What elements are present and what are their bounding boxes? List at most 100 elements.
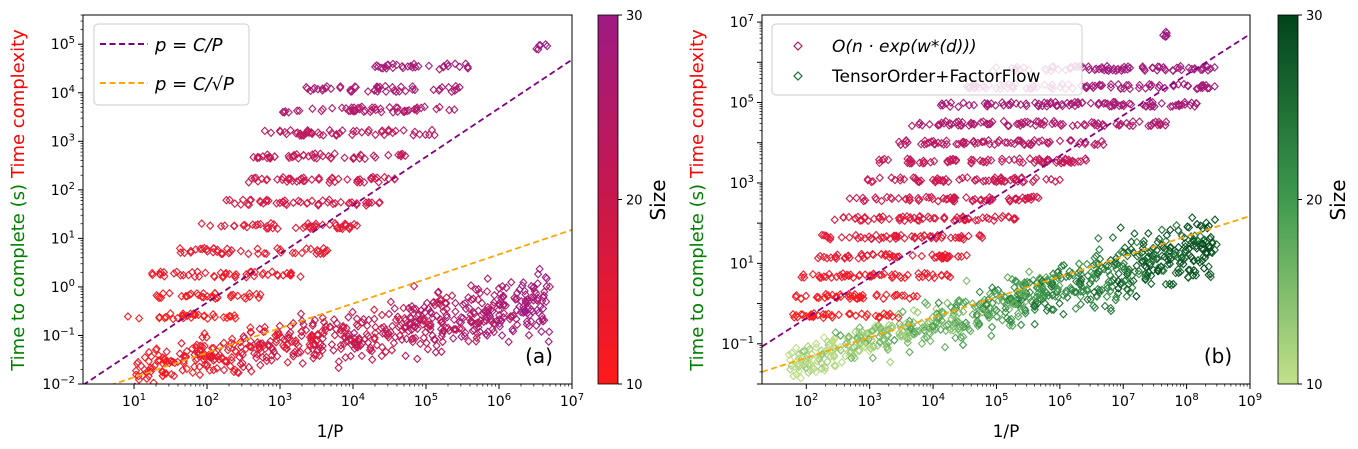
- panel-b-label: (b): [1204, 344, 1232, 368]
- green-data-point: [413, 318, 422, 328]
- panel-a-colorbar-label: Size: [646, 179, 670, 220]
- green-data-point: [928, 326, 937, 335]
- green-data-point: [796, 373, 805, 383]
- green-data-point: [430, 300, 439, 310]
- green-data-point: [207, 350, 216, 359]
- complexity-data-point: [1017, 118, 1026, 128]
- panel-a-colorbar-ticks: 10 20 30: [618, 9, 643, 393]
- green-data-point: [336, 329, 345, 339]
- green-data-point: [1031, 298, 1040, 308]
- green-data-point: [1102, 292, 1112, 302]
- green-data-point: [432, 341, 441, 351]
- complexity-data-point: [199, 288, 208, 298]
- green-data-point: [928, 321, 937, 331]
- complexity-data-point: [541, 39, 550, 49]
- complexity-data-point: [245, 195, 255, 205]
- complexity-data-point: [867, 271, 876, 281]
- green-data-point: [1177, 258, 1186, 267]
- green-data-point: [1043, 276, 1052, 286]
- complexity-data-point: [294, 196, 303, 206]
- complexity-data-point: [1048, 119, 1057, 129]
- green-data-point: [246, 327, 255, 337]
- complexity-data-point: [341, 220, 350, 230]
- complexity-data-point: [1210, 62, 1219, 72]
- green-data-point: [1094, 233, 1103, 243]
- green-data-point: [1047, 282, 1056, 292]
- green-data-point: [507, 277, 516, 287]
- complexity-data-point: [421, 130, 430, 140]
- complexity-data-point: [919, 230, 929, 240]
- complexity-data-point: [934, 138, 943, 148]
- green-data-point: [829, 352, 839, 362]
- complexity-data-point: [1081, 154, 1090, 164]
- complexity-data-point: [1159, 30, 1168, 40]
- y-tick-label: 101: [51, 229, 75, 247]
- complexity-data-point: [403, 62, 412, 71]
- complexity-data-point: [937, 251, 946, 261]
- green-data-point: [1152, 254, 1162, 264]
- complexity-data-point: [979, 117, 988, 127]
- green-data-point: [336, 344, 346, 354]
- green-data-point: [529, 283, 538, 293]
- complexity-data-point: [450, 105, 459, 115]
- complexity-data-point: [923, 212, 933, 222]
- complexity-data-point: [989, 216, 999, 226]
- green-data-point: [437, 347, 446, 357]
- green-data-point: [1016, 320, 1026, 330]
- green-data-point: [950, 305, 959, 315]
- green-data-point: [909, 305, 918, 315]
- complexity-data-point: [206, 221, 215, 231]
- complexity-data-point: [217, 249, 226, 259]
- complexity-data-point: [1080, 139, 1090, 149]
- green-data-point: [823, 345, 832, 355]
- green-data-point: [518, 281, 527, 291]
- green-data-point: [830, 333, 839, 343]
- complexity-data-point: [914, 120, 924, 129]
- green-data-point: [368, 355, 377, 365]
- green-data-point: [244, 341, 254, 351]
- green-data-point: [1055, 298, 1064, 308]
- green-data-point: [932, 304, 941, 314]
- green-data-point: [545, 327, 554, 337]
- complexity-data-point: [917, 251, 926, 261]
- complexity-data-point: [381, 62, 390, 72]
- complexity-data-point: [1081, 156, 1091, 165]
- green-data-point: [192, 340, 201, 350]
- complexity-data-point: [808, 269, 818, 279]
- green-data-point: [990, 286, 1000, 296]
- complexity-data-point: [230, 199, 239, 209]
- complexity-data-point: [1150, 102, 1159, 112]
- green-data-point: [227, 355, 236, 365]
- complexity-data-point: [896, 173, 905, 183]
- green-data-point: [1034, 293, 1044, 303]
- complexity-data-point: [197, 219, 206, 229]
- complexity-data-point: [1125, 99, 1134, 109]
- x-tick-label: 109: [1238, 392, 1262, 410]
- complexity-data-point: [1066, 158, 1076, 168]
- complexity-data-point: [1119, 99, 1128, 109]
- plot-clip-group: [762, 27, 1250, 383]
- complexity-data-point: [123, 312, 133, 321]
- green-data-point: [1113, 288, 1123, 298]
- complexity-data-point: [907, 121, 917, 131]
- green-data-point: [789, 371, 798, 381]
- x-tick-label: 108: [1175, 392, 1199, 410]
- green-data-point: [472, 333, 481, 343]
- complexity-data-point: [219, 312, 228, 322]
- green-data-point: [502, 283, 511, 293]
- green-data-point: [494, 299, 504, 309]
- green-data-point: [848, 350, 858, 360]
- complexity-data-point: [321, 246, 330, 256]
- green-data-point: [812, 339, 821, 349]
- complexity-data-point: [1042, 174, 1051, 184]
- green-data-point: [856, 333, 866, 343]
- green-data-point: [1098, 263, 1107, 272]
- green-data-point: [307, 335, 316, 345]
- green-data-point: [949, 322, 958, 332]
- green-data-point: [318, 334, 327, 343]
- complexity-data-point: [890, 231, 900, 241]
- complexity-data-point: [159, 267, 169, 277]
- complexity-data-point: [1062, 98, 1072, 108]
- x-tick-label: 106: [487, 392, 511, 410]
- complexity-data-point: [307, 196, 317, 206]
